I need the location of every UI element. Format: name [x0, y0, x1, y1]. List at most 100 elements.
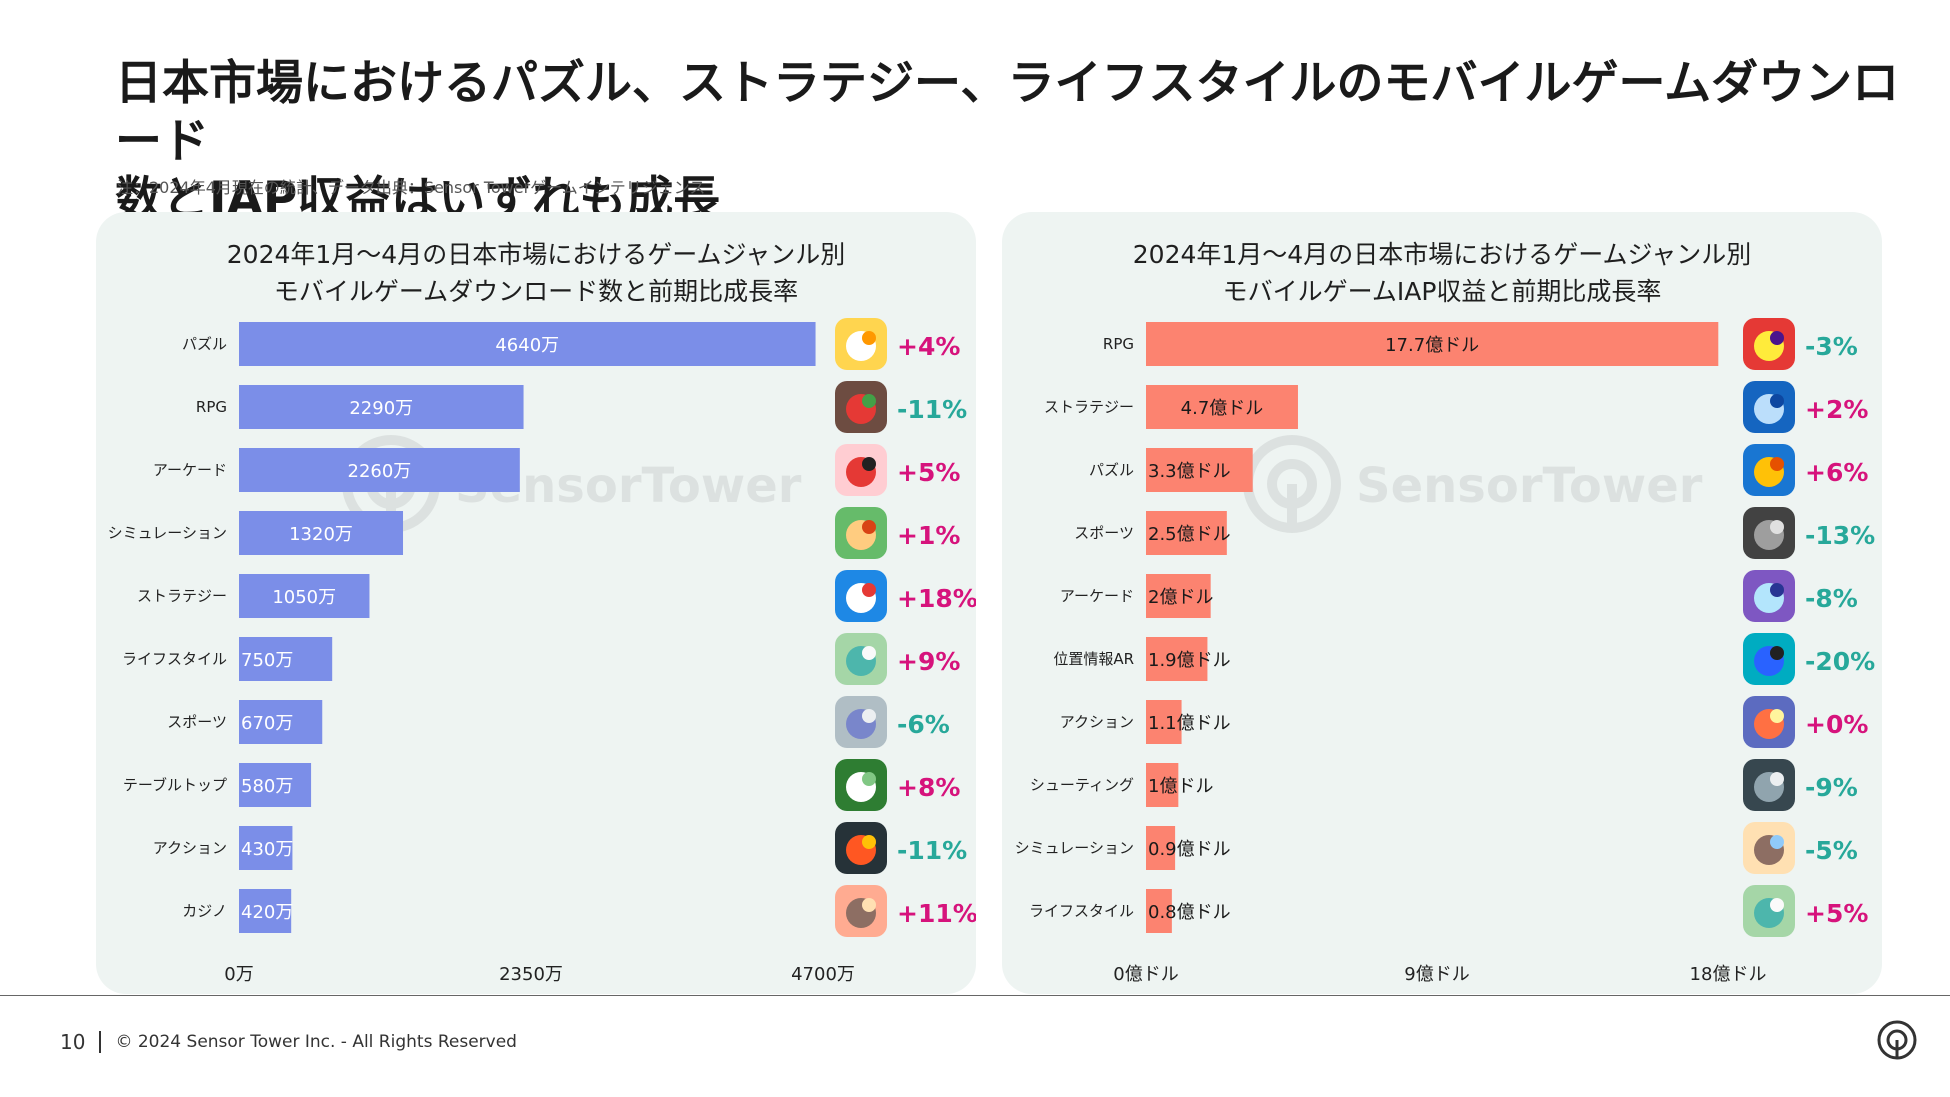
- bar-value-label: 2290万: [349, 398, 413, 419]
- bar-value-label: 4640万: [495, 335, 559, 356]
- growth-rate-label: -20%: [1805, 647, 1875, 676]
- bar-value-label: 430万: [241, 839, 293, 860]
- bar-value-label: 17.7億ドル: [1385, 335, 1479, 356]
- category-label: RPG: [196, 398, 227, 416]
- growth-rate-label: +9%: [897, 647, 960, 676]
- category-label: スポーツ: [1074, 524, 1134, 542]
- rpg-game-icon: [1743, 318, 1795, 370]
- sports-game-icon: [1743, 507, 1795, 559]
- bar-value-label: 580万: [241, 776, 293, 797]
- growth-rate-label: -6%: [897, 710, 950, 739]
- page-title-line1: 日本市場におけるパズル、ストラテジー、ライフスタイルのモバイルゲームダウンロード: [115, 56, 1900, 169]
- shooting-game-icon: [1743, 759, 1795, 811]
- data-source-note: 注：2024年4月現在の統計、データ出典：Sensor Towerゲームインテリ…: [117, 178, 706, 197]
- bar: [239, 889, 292, 933]
- category-label: ストラテジー: [137, 587, 227, 605]
- bar-value-label: 1.9億ドル: [1148, 650, 1231, 671]
- growth-rate-label: +18%: [897, 584, 976, 613]
- revenue-chart-title-line1: 2024年1月～4月の日本市場におけるゲームジャンル別: [1132, 240, 1752, 269]
- bar-value-label: 670万: [241, 713, 293, 734]
- bar: [1146, 889, 1172, 933]
- revenue-chart-panel: 2024年1月～4月の日本市場におけるゲームジャンル別 モバイルゲームIAP収益…: [1002, 212, 1882, 994]
- downloads-chart-title: 2024年1月～4月の日本市場におけるゲームジャンル別 モバイルゲームダウンロー…: [96, 236, 976, 310]
- bar: [239, 322, 816, 366]
- x-tick-label: 2350万: [499, 964, 563, 985]
- bar-value-label: 2260万: [348, 461, 412, 482]
- strategy-game-icon: [835, 570, 887, 622]
- category-label: シミュレーション: [1015, 839, 1134, 857]
- x-tick-label: 18億ドル: [1690, 964, 1767, 985]
- category-label: RPG: [1103, 335, 1134, 353]
- footer: 10 © 2024 Sensor Tower Inc. - All Rights…: [60, 1030, 517, 1054]
- simulation-game-icon: [1743, 822, 1795, 874]
- category-label: カジノ: [182, 902, 227, 920]
- revenue-chart-title-line2: モバイルゲームIAP収益と前期比成長率: [1222, 277, 1662, 306]
- x-tick-label: 9億ドル: [1404, 964, 1469, 985]
- growth-rate-label: +0%: [1805, 710, 1868, 739]
- category-label: ストラテジー: [1044, 398, 1134, 416]
- growth-rate-label: -3%: [1805, 332, 1858, 361]
- bar: [1146, 385, 1298, 429]
- growth-rate-label: +11%: [897, 899, 976, 928]
- bar-value-label: 1億ドル: [1148, 776, 1213, 797]
- page-number: 10: [60, 1030, 86, 1054]
- category-label: スポーツ: [167, 713, 227, 731]
- growth-rate-label: +1%: [897, 521, 960, 550]
- growth-rate-label: +2%: [1805, 395, 1868, 424]
- bar-value-label: 1050万: [272, 587, 336, 608]
- puzzle-game-icon: [835, 318, 887, 370]
- bar: [239, 700, 323, 744]
- rpg-game-icon: [835, 381, 887, 433]
- bar-value-label: 0.9億ドル: [1148, 839, 1231, 860]
- x-tick-label: 0億ドル: [1113, 964, 1178, 985]
- casino-game-icon: [835, 885, 887, 937]
- copyright-text: © 2024 Sensor Tower Inc. - All Rights Re…: [115, 1032, 517, 1052]
- bar: [1146, 700, 1182, 744]
- puzzle-game-icon: [1743, 444, 1795, 496]
- growth-rate-label: -8%: [1805, 584, 1858, 613]
- revenue-bar-chart: SensorTower RPG 17.7億ドル -3% ストラテジー 4.7億ドル +2% パ…: [1015, 318, 1875, 985]
- footer-separator: [99, 1031, 102, 1053]
- simulation-game-icon: [835, 507, 887, 559]
- growth-rate-label: +5%: [897, 458, 960, 487]
- category-label: ライフスタイル: [122, 650, 227, 668]
- growth-rate-label: -9%: [1805, 773, 1858, 802]
- category-label: テーブルトップ: [123, 776, 227, 794]
- watermark-text: SensorTower: [1356, 458, 1703, 514]
- bar-value-label: 420万: [241, 902, 293, 923]
- footer-divider: [0, 995, 1950, 996]
- category-label: シューティング: [1030, 776, 1134, 794]
- bar: [1146, 763, 1179, 807]
- category-label: アーケード: [1060, 587, 1134, 605]
- arcade-game-icon: [1743, 570, 1795, 622]
- tabletop-game-icon: [835, 759, 887, 811]
- bar-value-label: 0.8億ドル: [1148, 902, 1231, 923]
- action-game-icon: [835, 822, 887, 874]
- category-label: 位置情報AR: [1053, 650, 1134, 668]
- bar: [239, 511, 404, 555]
- bar: [239, 448, 520, 492]
- lifestyle-game-icon: [1743, 885, 1795, 937]
- downloads-chart-title-line1: 2024年1月～4月の日本市場におけるゲームジャンル別: [226, 240, 846, 269]
- growth-rate-label: +8%: [897, 773, 960, 802]
- growth-rate-label: +6%: [1805, 458, 1868, 487]
- bar: [239, 637, 333, 681]
- bar: [239, 826, 293, 870]
- action-game-icon: [1743, 696, 1795, 748]
- bar-value-label: 1320万: [289, 524, 353, 545]
- lifestyle-game-icon: [835, 633, 887, 685]
- strategy-game-icon: [1743, 381, 1795, 433]
- growth-rate-label: -13%: [1805, 521, 1875, 550]
- bar: [1146, 637, 1208, 681]
- growth-rate-label: +5%: [1805, 899, 1868, 928]
- bar: [1146, 322, 1719, 366]
- watermark: SensorTower: [1243, 435, 1703, 533]
- location-ar-game-icon: [1743, 633, 1795, 685]
- sensor-tower-logo-icon: [1877, 1020, 1917, 1060]
- category-label: シミュレーション: [108, 524, 227, 542]
- category-label: アクション: [153, 839, 227, 857]
- revenue-chart-title: 2024年1月～4月の日本市場におけるゲームジャンル別 モバイルゲームIAP収益…: [1002, 236, 1882, 310]
- bar-value-label: 3.3億ドル: [1148, 461, 1231, 482]
- bar: [1146, 511, 1227, 555]
